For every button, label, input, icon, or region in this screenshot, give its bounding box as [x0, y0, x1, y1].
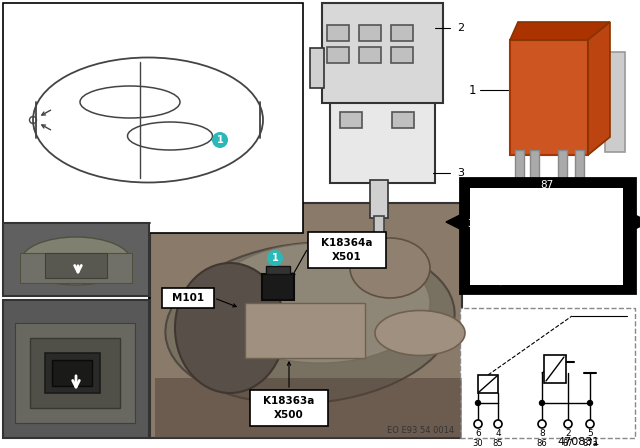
Bar: [322, 3, 443, 103]
Bar: [330, 98, 435, 183]
Bar: [308, 232, 386, 268]
Text: 1: 1: [271, 253, 278, 263]
Text: K18364a: K18364a: [321, 238, 372, 248]
Bar: [52, 360, 92, 386]
Bar: [245, 303, 365, 358]
Text: 87: 87: [563, 439, 573, 448]
Bar: [374, 216, 384, 238]
Text: 6: 6: [475, 428, 481, 438]
Text: 2: 2: [565, 428, 571, 438]
Text: 5: 5: [587, 428, 593, 438]
Text: 4: 4: [495, 428, 501, 438]
Circle shape: [586, 420, 594, 428]
Ellipse shape: [210, 243, 430, 363]
Ellipse shape: [165, 242, 454, 404]
Text: 87: 87: [540, 180, 554, 190]
Bar: [510, 40, 588, 155]
Circle shape: [212, 132, 228, 148]
Bar: [558, 150, 567, 180]
Bar: [162, 288, 214, 308]
Bar: [478, 375, 498, 393]
Bar: [391, 25, 413, 41]
Bar: [359, 25, 381, 41]
Circle shape: [540, 401, 545, 405]
Bar: [391, 47, 413, 63]
Text: 3: 3: [457, 168, 464, 178]
Bar: [262, 274, 294, 300]
Text: 85: 85: [611, 219, 623, 229]
Bar: [45, 353, 100, 393]
Text: 2: 2: [457, 23, 464, 33]
Bar: [460, 308, 635, 438]
Text: 8: 8: [539, 428, 545, 438]
Text: X500: X500: [274, 410, 304, 420]
Bar: [605, 52, 625, 152]
Bar: [359, 47, 381, 63]
Bar: [20, 253, 132, 283]
Bar: [470, 188, 623, 285]
Bar: [30, 338, 120, 408]
Circle shape: [494, 420, 502, 428]
Bar: [155, 378, 462, 438]
Text: 87a: 87a: [530, 219, 548, 229]
Text: 30: 30: [473, 439, 483, 448]
Polygon shape: [588, 22, 610, 155]
Bar: [266, 266, 290, 274]
Text: X501: X501: [332, 252, 362, 262]
Polygon shape: [446, 214, 462, 230]
Ellipse shape: [21, 237, 131, 285]
Circle shape: [267, 250, 283, 266]
Ellipse shape: [350, 238, 430, 298]
Polygon shape: [510, 22, 610, 40]
Text: K18363a: K18363a: [263, 396, 315, 406]
Text: 86: 86: [536, 439, 547, 448]
Circle shape: [588, 401, 593, 405]
Text: 85: 85: [493, 439, 503, 448]
Ellipse shape: [175, 263, 285, 393]
Bar: [544, 355, 566, 383]
Text: 1: 1: [216, 135, 223, 145]
Text: EO E93 54 0014: EO E93 54 0014: [387, 426, 454, 435]
Bar: [327, 47, 349, 63]
Text: 1: 1: [468, 83, 476, 96]
Bar: [515, 150, 524, 180]
Bar: [45, 253, 107, 278]
Bar: [370, 180, 388, 218]
Bar: [392, 112, 414, 128]
Bar: [3, 223, 149, 296]
Bar: [250, 390, 328, 426]
Bar: [327, 25, 349, 41]
Text: 86: 86: [486, 270, 498, 280]
Bar: [340, 112, 362, 128]
Text: M101: M101: [172, 293, 204, 303]
Bar: [460, 178, 635, 293]
Circle shape: [476, 401, 481, 405]
Text: 470831: 470831: [557, 437, 600, 447]
Ellipse shape: [375, 310, 465, 356]
Bar: [530, 150, 539, 180]
Text: 87a: 87a: [582, 439, 598, 448]
Bar: [575, 150, 584, 180]
Bar: [3, 3, 303, 233]
Circle shape: [474, 420, 482, 428]
Bar: [150, 203, 462, 438]
Circle shape: [538, 420, 546, 428]
Bar: [15, 323, 135, 423]
Bar: [3, 300, 149, 438]
Text: 30: 30: [467, 219, 479, 229]
Circle shape: [564, 420, 572, 428]
Bar: [310, 48, 324, 88]
Polygon shape: [633, 214, 640, 230]
